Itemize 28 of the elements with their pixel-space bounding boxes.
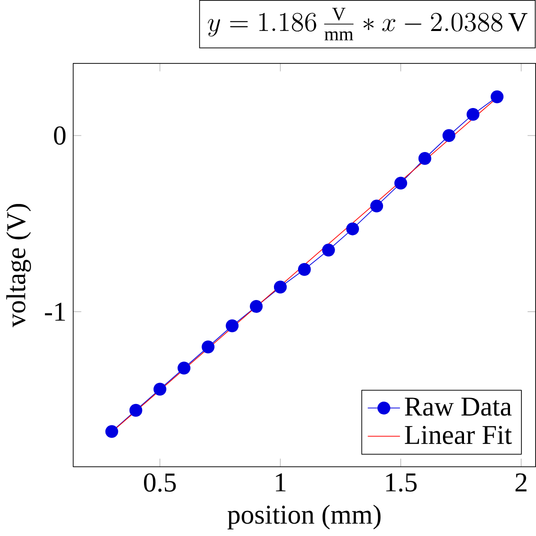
y-tick-label: 0 [54,126,66,145]
point [105,425,118,438]
point [202,340,214,354]
point [394,176,408,190]
x-tick-label: 2 [516,474,526,492]
legend-label: Linear Fit [404,426,512,444]
point [322,244,335,257]
y-tick-label: -1 [44,302,65,321]
point [178,362,190,375]
point [250,300,263,313]
legend-label: Raw Data [404,398,512,416]
chart-title: $y = 1.186\,\frac{\mathrm{V}}{\mathrm{mm}} * x - 2.0388\,\mathrm{V}$ [208,8,528,40]
x-axis-title: position (mm) [228,504,381,530]
point [418,152,432,166]
point [226,320,239,332]
point [274,280,287,294]
point [490,90,504,104]
y-axis-title: voltage (V) [6,204,31,328]
point [442,129,456,142]
point [466,108,480,121]
x-tick-label: 1.5 [386,474,417,492]
point [346,222,360,236]
point [129,404,142,417]
x-tick-label: 1 [276,474,286,492]
point [370,200,384,213]
x-tick-label: 0.5 [144,474,176,492]
point [298,263,311,276]
point [154,382,166,396]
